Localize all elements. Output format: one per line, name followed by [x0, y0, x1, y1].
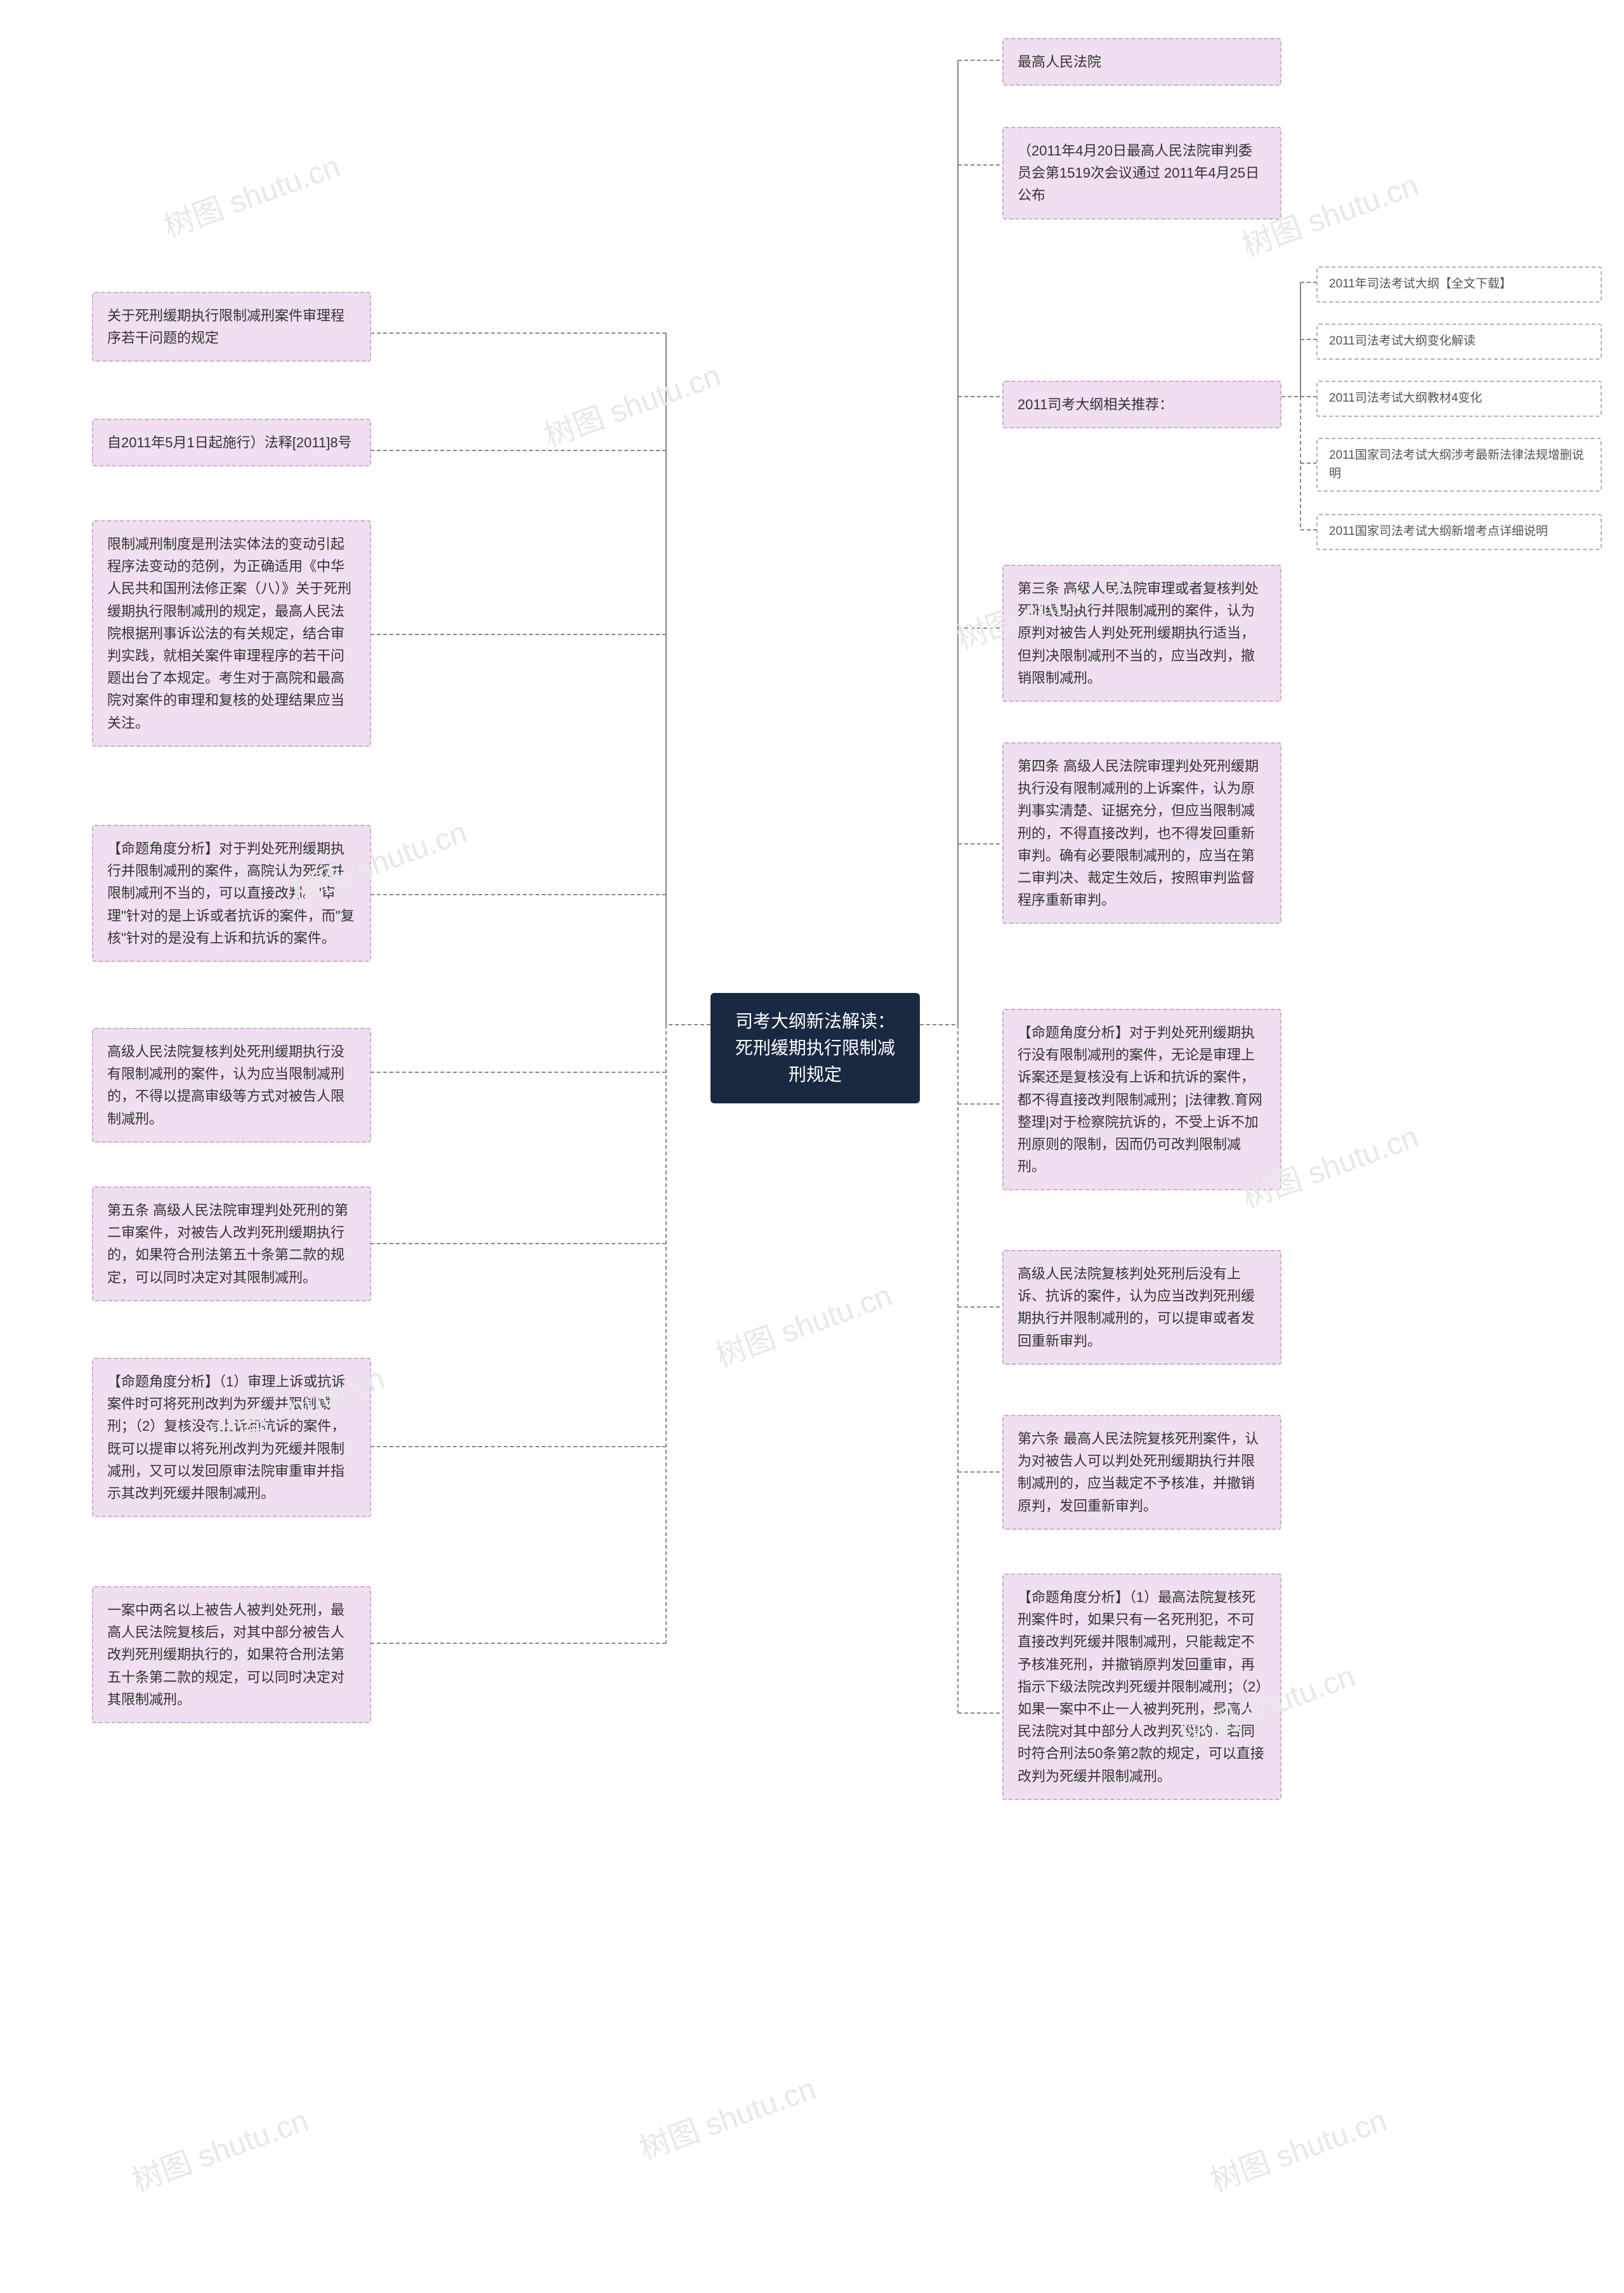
right-text: 【命题角度分析】（1）最高法院复核死刑案件时，如果只有一名死刑犯，不可直接改判死…: [1018, 1589, 1264, 1784]
gc-node-4: 2011国家司法考试大纲新增考点详细说明: [1316, 514, 1602, 550]
right-node-7: 第六条 最高人民法院复核死刑案件，认为对被告人可以判处死刑缓期执行并限制减刑的，…: [1002, 1415, 1281, 1530]
left-text: 第五条 高级人民法院审理判处死刑的第二审案件，对被告人改判死刑缓期执行的，如果符…: [107, 1202, 348, 1285]
left-text: 【命题角度分析】（1）审理上诉或抗诉案件时可将死刑改判为死缓并限制减刑；（2）复…: [107, 1374, 345, 1501]
right-node-5: 【命题角度分析】对于判处死刑缓期执行没有限制减刑的案件，无论是审理上诉案还是复核…: [1002, 1009, 1281, 1190]
watermark: 树图 shutu.cn: [125, 2095, 313, 2200]
left-node-1: 自2011年5月1日起施行）法释[2011]8号: [92, 419, 371, 466]
gc-node-0: 2011年司法考试大纲【全文下载】: [1316, 266, 1602, 303]
right-node-3: 第三条 高级人民法院审理或者复核判处死刑缓期执行并限制减刑的案件，认为原判对被告…: [1002, 565, 1281, 702]
center-title: 司考大纲新法解读：死刑缓期执行限制减刑规定: [735, 1011, 895, 1084]
watermark: 树图 shutu.cn: [157, 141, 345, 246]
left-node-7: 一案中两名以上被告人被判处死刑，最高人民法院复核后，对其中部分被告人改判死刑缓期…: [92, 1586, 371, 1723]
left-node-3: 【命题角度分析】对于判处死刑缓期执行并限制减刑的案件，高院认为死缓并限制减刑不当…: [92, 825, 371, 962]
right-node-0: 最高人民法院: [1002, 38, 1281, 86]
right-node-8: 【命题角度分析】（1）最高法院复核死刑案件时，如果只有一名死刑犯，不可直接改判死…: [1002, 1574, 1281, 1800]
watermark: 树图 shutu.cn: [537, 350, 726, 455]
right-text: （2011年4月20日最高人民法院审判委员会第1519次会议通过 2011年4月…: [1018, 143, 1259, 203]
watermark: 树图 shutu.cn: [632, 2063, 821, 2168]
left-text: 关于死刑缓期执行限制减刑案件审理程序若干问题的规定: [107, 308, 344, 346]
left-text: 高级人民法院复核判处死刑缓期执行没有限制减刑的案件，认为应当限制减刑的，不得以提…: [107, 1044, 344, 1127]
gc-node-1: 2011司法考试大纲变化解读: [1316, 324, 1602, 360]
right-node-4: 第四条 高级人民法院审理判处死刑缓期执行没有限制减刑的上诉案件，认为原判事实清楚…: [1002, 742, 1281, 924]
left-node-2: 限制减刑制度是刑法实体法的变动引起程序法变动的范例，为正确适用《中华人民共和国刑…: [92, 520, 371, 747]
left-text: 限制减刑制度是刑法实体法的变动引起程序法变动的范例，为正确适用《中华人民共和国刑…: [107, 536, 351, 731]
left-node-4: 高级人民法院复核判处死刑缓期执行没有限制减刑的案件，认为应当限制减刑的，不得以提…: [92, 1028, 371, 1143]
right-text: 最高人民法院: [1018, 54, 1101, 70]
right-text: 高级人民法院复核判处死刑后没有上诉、抗诉的案件，认为应当改判死刑缓期执行并限制减…: [1018, 1266, 1255, 1349]
right-text: 第四条 高级人民法院审理判处死刑缓期执行没有限制减刑的上诉案件，认为原判事实清楚…: [1018, 758, 1259, 908]
gc-text: 2011司法考试大纲变化解读: [1329, 334, 1476, 348]
gc-text: 2011司法考试大纲教材4变化: [1329, 391, 1482, 405]
right-node-6: 高级人民法院复核判处死刑后没有上诉、抗诉的案件，认为应当改判死刑缓期执行并限制减…: [1002, 1250, 1281, 1365]
right-text: 第六条 最高人民法院复核死刑案件，认为对被告人可以判处死刑缓期执行并限制减刑的，…: [1018, 1431, 1259, 1514]
gc-text: 2011国家司法考试大纲涉考最新法律法规增删说明: [1329, 449, 1584, 480]
gc-text: 2011国家司法考试大纲新增考点详细说明: [1329, 525, 1548, 538]
gc-text: 2011年司法考试大纲【全文下载】: [1329, 277, 1512, 291]
watermark: 树图 shutu.cn: [1203, 2095, 1392, 2200]
right-text: 第三条 高级人民法院审理或者复核判处死刑缓期执行并限制减刑的案件，认为原判对被告…: [1018, 581, 1259, 686]
center-node: 司考大纲新法解读：死刑缓期执行限制减刑规定: [710, 993, 920, 1103]
right-node-1: （2011年4月20日最高人民法院审判委员会第1519次会议通过 2011年4月…: [1002, 127, 1281, 220]
gc-node-2: 2011司法考试大纲教材4变化: [1316, 381, 1602, 417]
left-text: 一案中两名以上被告人被判处死刑，最高人民法院复核后，对其中部分被告人改判死刑缓期…: [107, 1602, 344, 1707]
left-node-6: 【命题角度分析】（1）审理上诉或抗诉案件时可将死刑改判为死缓并限制减刑；（2）复…: [92, 1358, 371, 1517]
left-node-5: 第五条 高级人民法院审理判处死刑的第二审案件，对被告人改判死刑缓期执行的，如果符…: [92, 1186, 371, 1301]
left-text: 自2011年5月1日起施行）法释[2011]8号: [107, 435, 352, 450]
right-text: 2011司考大纲相关推荐：: [1018, 397, 1173, 412]
left-text: 【命题角度分析】对于判处死刑缓期执行并限制减刑的案件，高院认为死缓并限制减刑不当…: [107, 841, 355, 946]
watermark: 树图 shutu.cn: [709, 1270, 897, 1375]
right-node-2: 2011司考大纲相关推荐：: [1002, 381, 1281, 428]
right-text: 【命题角度分析】对于判处死刑缓期执行没有限制减刑的案件，无论是审理上诉案还是复核…: [1018, 1025, 1262, 1174]
left-node-0: 关于死刑缓期执行限制减刑案件审理程序若干问题的规定: [92, 292, 371, 362]
gc-node-3: 2011国家司法考试大纲涉考最新法律法规增删说明: [1316, 438, 1602, 492]
